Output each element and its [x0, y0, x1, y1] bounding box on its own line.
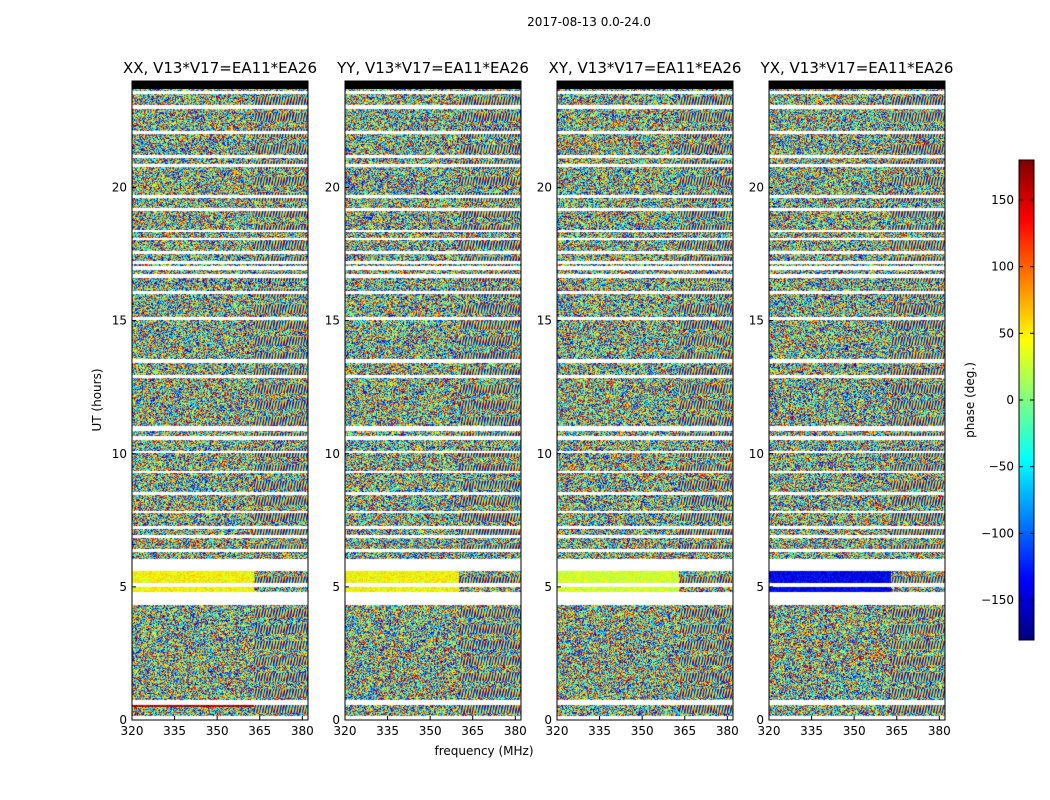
axes-frame [768, 80, 946, 721]
y-tick-label: 5 [119, 580, 127, 594]
axes-frame [131, 80, 309, 721]
y-tick-label: 20 [537, 181, 552, 195]
x-tick-label: 365 [248, 724, 271, 738]
x-axis-label: frequency (MHz) [434, 744, 533, 758]
panel-title: XX, V13*V17=EA11*EA26 [123, 59, 317, 77]
y-tick-label: 5 [756, 580, 764, 594]
x-tick-label: 320 [758, 724, 781, 738]
top-band [345, 81, 521, 89]
colorbar: −150 −100 −50 0 50 100 150 [981, 159, 1035, 641]
y-tick-label: 10 [749, 447, 764, 461]
y-tick-label: 15 [325, 314, 340, 328]
y-tick-label: 20 [325, 181, 340, 195]
y-tick-label: 0 [756, 713, 764, 727]
x-tick-label: 320 [546, 724, 569, 738]
x-tick-label: 350 [206, 724, 229, 738]
colorbar-tick-label: −150 [981, 593, 1014, 607]
panel-xx: XX, V13*V17=EA11*EA26 320 335 350 365 380 0 5 10… [112, 59, 317, 738]
figure-suptitle: 2017-08-13 0.0-24.0 [527, 15, 651, 29]
x-tick-label: 380 [928, 724, 951, 738]
x-tick-label: 365 [673, 724, 696, 738]
y-tick-label: 20 [112, 181, 127, 195]
panels-group: XX, V13*V17=EA11*EA26 320 335 350 365 380 0 5 10… [112, 59, 954, 738]
x-tick-label: 320 [334, 724, 357, 738]
panel-yy: YY, V13*V17=EA11*EA26 320 335 350 365 380 0 5 10… [325, 59, 529, 738]
panel-title: YX, V13*V17=EA11*EA26 [760, 59, 954, 77]
phase-heatmap [132, 81, 308, 720]
x-tick-label: 335 [376, 724, 399, 738]
x-tick-label: 350 [843, 724, 866, 738]
x-tick-label: 350 [631, 724, 654, 738]
panel-title: YY, V13*V17=EA11*EA26 [336, 59, 529, 77]
phase-heatmap [557, 81, 733, 720]
y-tick-label: 15 [537, 314, 552, 328]
phase-heatmap [769, 81, 945, 720]
colorbar-tick-label: −50 [989, 460, 1014, 474]
y-tick-label: 15 [749, 314, 764, 328]
panel-xy: XY, V13*V17=EA11*EA26 320 335 350 365 380 0 5 10… [537, 59, 742, 738]
y-tick-label: 20 [749, 181, 764, 195]
colorbar-tick-label: 50 [999, 326, 1014, 340]
x-tick-label: 335 [588, 724, 611, 738]
x-tick-label: 380 [291, 724, 314, 738]
y-tick-label: 10 [325, 447, 340, 461]
colorbar-tick-label: 100 [991, 260, 1014, 274]
colorbar-label: phase (deg.) [963, 362, 977, 438]
x-tick-label: 320 [121, 724, 144, 738]
y-tick-label: 15 [112, 314, 127, 328]
y-tick-label: 5 [332, 580, 340, 594]
top-band [132, 81, 308, 89]
x-tick-label: 380 [716, 724, 739, 738]
y-axis-label: UT (hours) [90, 368, 104, 431]
y-tick-label: 10 [537, 447, 552, 461]
axes-frame [344, 80, 522, 721]
x-tick-label: 335 [800, 724, 823, 738]
y-tick-label: 10 [112, 447, 127, 461]
panel-yx: YX, V13*V17=EA11*EA26 320 335 350 365 380 0 5 10… [749, 59, 954, 738]
x-tick-label: 335 [163, 724, 186, 738]
colorbar-tick-label: −100 [981, 526, 1014, 540]
colorbar-tick-label: 150 [991, 193, 1014, 207]
phase-heatmap [345, 81, 521, 720]
top-band [769, 81, 945, 89]
x-tick-label: 380 [504, 724, 527, 738]
y-tick-label: 0 [332, 713, 340, 727]
y-tick-label: 0 [544, 713, 552, 727]
x-tick-label: 350 [419, 724, 442, 738]
colorbar-tick-label: 0 [1006, 393, 1014, 407]
y-tick-label: 0 [119, 713, 127, 727]
axes-frame [556, 80, 734, 721]
top-band [557, 81, 733, 89]
x-tick-label: 365 [461, 724, 484, 738]
panel-title: XY, V13*V17=EA11*EA26 [549, 59, 742, 77]
y-tick-label: 5 [544, 580, 552, 594]
x-tick-label: 365 [885, 724, 908, 738]
